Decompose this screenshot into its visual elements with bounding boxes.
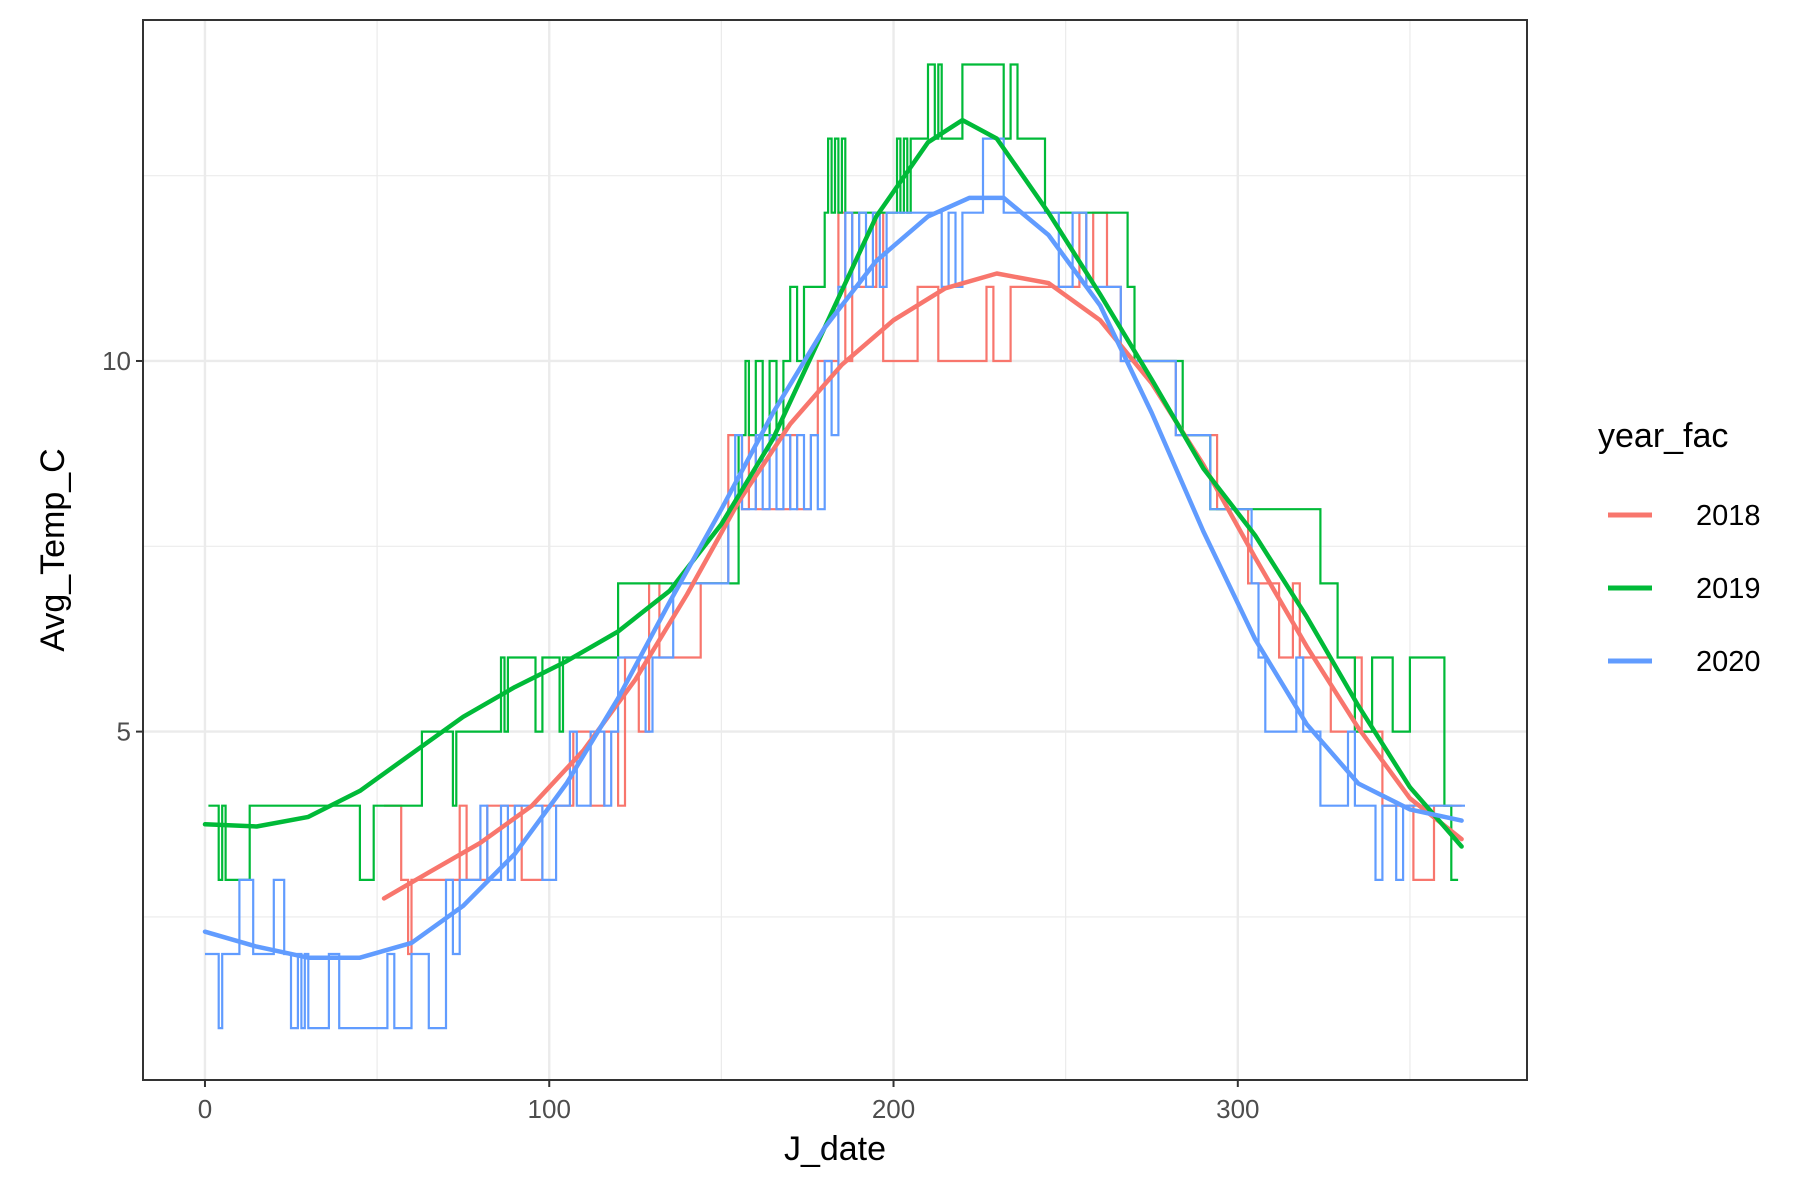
legend: year_fac 2018 2019 2020 [1598,417,1761,678]
data-layer [202,63,1465,1030]
x-tick-label: 0 [198,1094,212,1124]
x-tick-label: 200 [872,1094,915,1124]
legend-title: year_fac [1598,417,1728,455]
series-2018-smooth-line [381,271,1464,901]
x-tick-label: 100 [528,1094,571,1124]
legend-label-2020: 2020 [1696,646,1761,678]
panel-border [142,19,1528,1081]
axes: 0 100 200 300 5 10 [102,346,1259,1124]
series-2020-smooth-line [202,195,1464,960]
legend-label-2019: 2019 [1696,573,1761,605]
x-axis-title: J_date [784,1130,886,1168]
y-tick-label: 5 [117,717,131,747]
x-tick-label: 300 [1216,1094,1259,1124]
y-tick-label: 10 [102,346,131,376]
legend-label-2018: 2018 [1696,500,1761,532]
y-axis-title: Avg_Temp_C [34,448,72,652]
series-2019-smooth-line [202,117,1464,849]
